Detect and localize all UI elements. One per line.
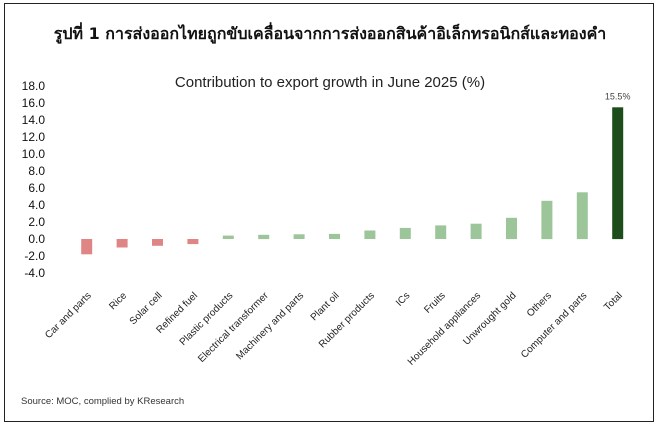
bar	[187, 239, 199, 245]
bar	[506, 217, 517, 240]
x-tick-label: Car and parts	[43, 290, 94, 341]
figure-frame: รูปที่ 1 การส่งออกไทยถูกขับเคลื่อนจากการ…	[4, 3, 654, 422]
bar	[435, 225, 447, 239]
y-tick-label: 18.0	[22, 79, 46, 93]
y-tick-label: 14.0	[22, 113, 46, 127]
x-tick-label: Rice	[107, 290, 129, 312]
bar	[612, 107, 624, 240]
x-tick-label: ICs	[394, 290, 412, 308]
bar	[116, 239, 128, 248]
y-tick-label: 12.0	[22, 130, 46, 144]
bar-chart: 18.0 16.0 14.0 12.0 10.0 8.0 6.0 4.0 2.0 0.0 -2.0 -…	[22, 79, 631, 368]
y-tick-label: 8.0	[28, 164, 45, 178]
y-tick-label: -4.0	[24, 266, 45, 280]
bar	[576, 192, 588, 240]
y-tick-label: -2.0	[24, 249, 45, 263]
bar	[293, 234, 305, 239]
x-tick-label: Total	[602, 290, 625, 313]
bar	[541, 200, 553, 240]
y-tick-label: 2.0	[28, 215, 45, 229]
y-tick-label: 10.0	[22, 147, 46, 161]
y-tick-label: 6.0	[28, 181, 45, 195]
bar	[399, 227, 411, 239]
x-tick-label: Machinery and parts	[234, 290, 306, 362]
x-tick-label: Computer and parts	[519, 290, 589, 360]
y-tick-label: 4.0	[28, 198, 45, 212]
x-tick-label: Fruits	[422, 290, 447, 315]
x-tick-label: Solar cell	[128, 290, 165, 327]
bar	[470, 223, 482, 239]
data-label: 15.5%	[605, 91, 631, 101]
bar	[329, 233, 340, 239]
bar	[364, 230, 376, 239]
y-tick-label: 16.0	[22, 96, 46, 110]
source-note: Source: MOC, complied by KResearch	[21, 396, 185, 407]
chart-title: Contribution to export growth in June 20…	[174, 74, 486, 91]
bar	[258, 234, 270, 240]
x-tick-label: Others	[525, 290, 554, 319]
y-tick-label: 0.0	[28, 232, 45, 246]
bar	[152, 239, 163, 246]
bar	[222, 235, 234, 239]
figure-title: รูปที่ 1 การส่งออกไทยถูกขับเคลื่อนจากการ…	[53, 24, 607, 43]
x-tick-label: Plant oil	[309, 290, 342, 323]
bar	[81, 239, 93, 255]
